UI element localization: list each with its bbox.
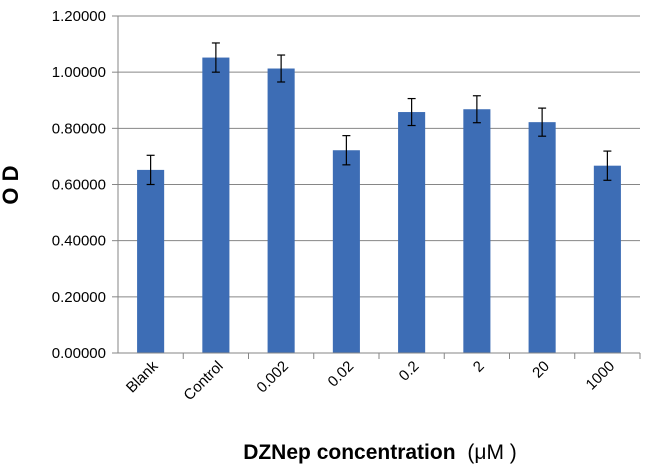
bar bbox=[137, 169, 165, 353]
y-axis-title: O D bbox=[0, 165, 23, 204]
y-tick-label: 0.20000 bbox=[52, 289, 106, 306]
bar bbox=[593, 165, 621, 353]
x-tick-labels: Blank Control 0.002 0.02 0.2 2 20 1000 bbox=[123, 357, 618, 404]
x-tick-label: Control bbox=[180, 358, 226, 404]
bar bbox=[398, 112, 426, 353]
bar bbox=[463, 109, 491, 353]
x-axis-title-main: DZNep concentration bbox=[243, 441, 455, 464]
x-axis-title-unit: (μM ) bbox=[467, 441, 516, 464]
x-tick-label: 0.002 bbox=[253, 358, 292, 397]
x-tick-label: 0.2 bbox=[396, 358, 423, 385]
x-axis-title: DZNep concentration (μM ) bbox=[243, 441, 517, 464]
bar bbox=[528, 122, 556, 353]
error-bars bbox=[146, 42, 612, 186]
bar bbox=[332, 150, 360, 353]
axes bbox=[117, 16, 640, 354]
y-tick-labels: 0.00000 0.20000 0.40000 0.60000 0.80000 1.000… bbox=[52, 8, 106, 362]
y-tick-label: 1.20000 bbox=[52, 8, 106, 25]
bars bbox=[137, 57, 621, 354]
bar bbox=[267, 68, 295, 353]
gridlines bbox=[112, 15, 641, 359]
y-tick-label: 1.00000 bbox=[52, 64, 106, 81]
bar bbox=[202, 57, 230, 354]
y-tick-label: 0.60000 bbox=[52, 177, 106, 194]
y-tick-label: 0.40000 bbox=[52, 233, 106, 250]
x-tick-label: 1000 bbox=[583, 358, 619, 394]
y-tick-label: 0.00000 bbox=[52, 345, 106, 362]
x-tick-label: 0.02 bbox=[325, 358, 358, 391]
y-tick-label: 0.80000 bbox=[52, 120, 106, 137]
x-tick-label: Blank bbox=[123, 357, 162, 396]
x-tick-label: 2 bbox=[470, 358, 488, 376]
x-tick-label: 20 bbox=[529, 358, 553, 382]
